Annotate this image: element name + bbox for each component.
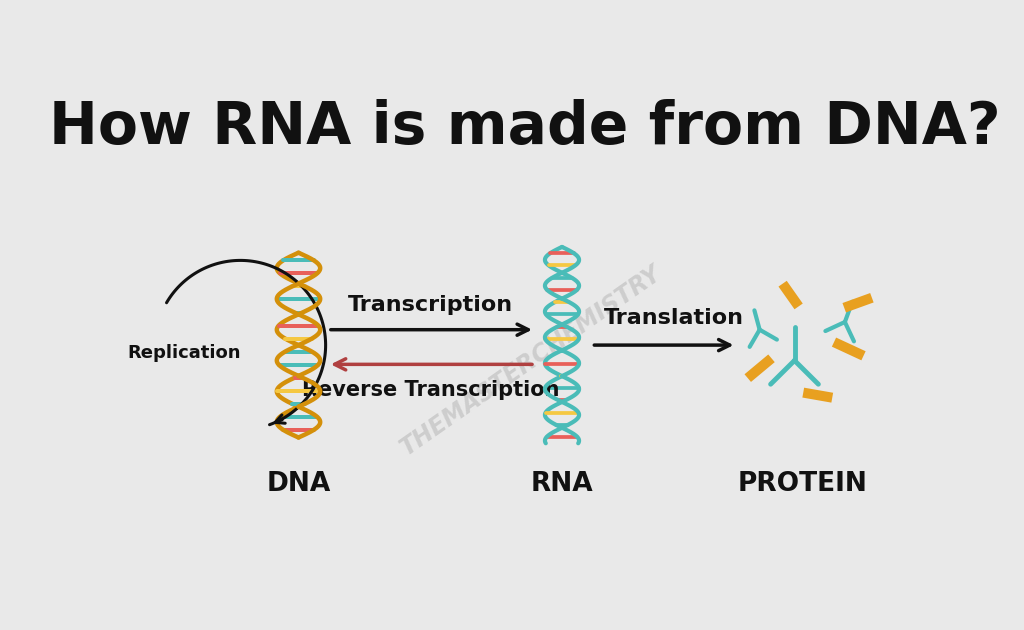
Text: Replication: Replication <box>127 344 241 362</box>
Polygon shape <box>744 355 775 382</box>
Text: THEMASTERCHEMISTRY: THEMASTERCHEMISTRY <box>396 261 667 460</box>
Polygon shape <box>778 281 803 309</box>
Polygon shape <box>843 293 873 312</box>
Text: PROTEIN: PROTEIN <box>737 471 867 496</box>
Polygon shape <box>831 338 865 360</box>
Polygon shape <box>803 387 834 403</box>
Text: DNA: DNA <box>266 471 331 496</box>
Text: RNA: RNA <box>530 471 593 496</box>
Text: Translation: Translation <box>604 308 744 328</box>
Text: Reverse Transcription: Reverse Transcription <box>301 380 559 400</box>
Text: How RNA is made from DNA?: How RNA is made from DNA? <box>49 100 1000 156</box>
Text: Transcription: Transcription <box>348 295 513 315</box>
